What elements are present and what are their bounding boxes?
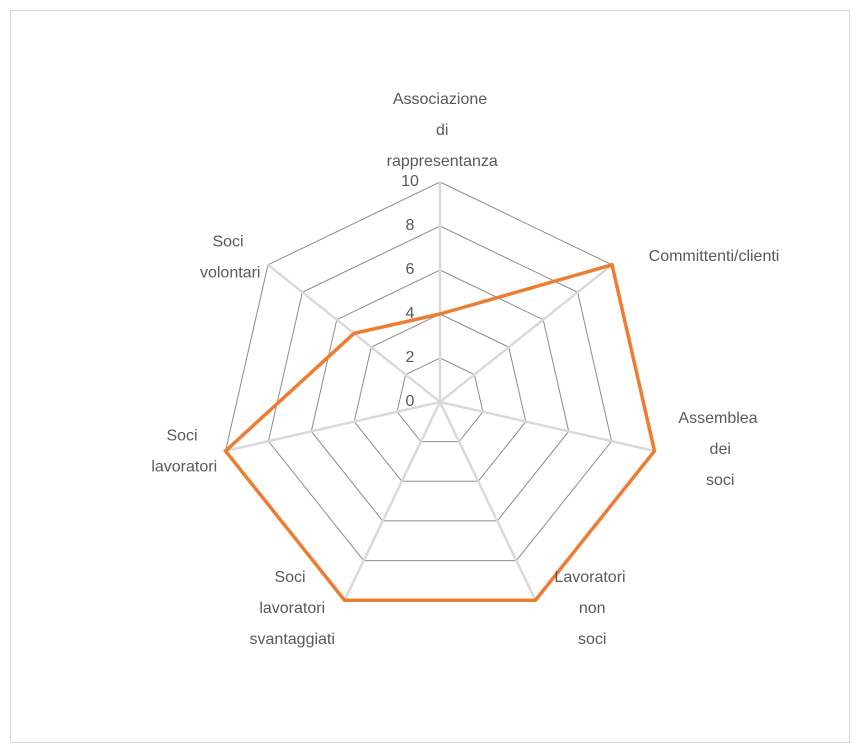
- series-line: [223, 262, 657, 602]
- category-label: Committenti/clienti: [649, 248, 780, 265]
- grid-ring: [310, 269, 570, 522]
- r-tick-label: 2: [406, 349, 415, 366]
- category-label: Associazione di rappresentanza: [382, 91, 498, 170]
- grid-ring: [353, 313, 527, 482]
- spoke: [439, 263, 613, 403]
- spoke: [225, 400, 441, 453]
- category-label: Soci volontari: [196, 234, 261, 282]
- spoke: [438, 401, 537, 601]
- r-tick-label: 8: [406, 217, 415, 234]
- category-label: Soci lavoratori: [147, 428, 217, 476]
- category-label: Assemblea dei soci: [678, 410, 757, 489]
- category-label: Lavoratori non soci: [554, 569, 625, 648]
- spoke: [439, 400, 655, 453]
- r-tick-label: 6: [406, 261, 415, 278]
- category-label: Soci lavoratori svantaggiati: [245, 569, 335, 648]
- r-tick-label: 4: [406, 305, 415, 322]
- spoke: [343, 401, 442, 601]
- r-tick-label: 10: [401, 173, 419, 190]
- grid-ring: [267, 225, 613, 562]
- grid-ring: [396, 357, 484, 443]
- r-tick-label: 0: [406, 393, 415, 410]
- chart-frame: [10, 10, 850, 743]
